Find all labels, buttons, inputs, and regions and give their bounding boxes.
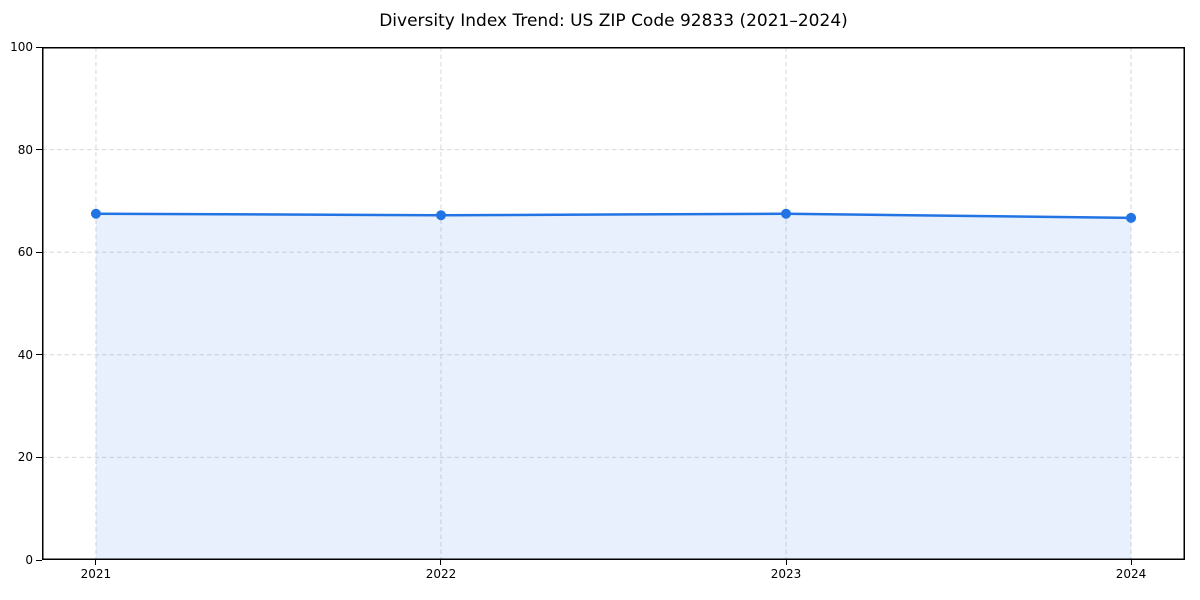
x-tick-label: 2024 <box>1115 567 1147 581</box>
y-tick-label: 100 <box>10 40 33 54</box>
y-tick-mark <box>36 354 42 356</box>
trend-line <box>94 212 1133 220</box>
x-tick-mark <box>440 560 442 565</box>
x-tick-label: 2022 <box>425 567 457 581</box>
x-tick-mark <box>785 560 787 565</box>
plot-frame <box>42 47 1185 560</box>
y-tick-mark <box>36 251 42 253</box>
y-tick-mark <box>36 46 42 48</box>
y-tick-mark <box>36 559 42 561</box>
y-tick-label: 0 <box>25 553 33 567</box>
y-tick-label: 20 <box>17 450 33 465</box>
y-tick-label: 60 <box>17 245 33 260</box>
area-fill <box>95 213 1132 560</box>
data-point-2024 <box>1126 212 1137 223</box>
chart-title: Diversity Index Trend: US ZIP Code 92833… <box>379 11 848 31</box>
data-point-2021 <box>90 208 101 219</box>
x-tick-mark <box>1130 560 1132 565</box>
data-point-2023 <box>781 208 792 219</box>
x-tick-label: 2023 <box>770 567 802 581</box>
x-tick-mark <box>95 560 97 565</box>
y-tick-mark <box>36 456 42 458</box>
x-tick-label: 2021 <box>80 567 112 581</box>
data-point-2022 <box>435 210 446 221</box>
y-tick-label: 80 <box>17 142 33 157</box>
plot-area <box>42 47 1185 560</box>
y-tick-label: 40 <box>17 347 33 362</box>
y-tick-mark <box>36 149 42 151</box>
